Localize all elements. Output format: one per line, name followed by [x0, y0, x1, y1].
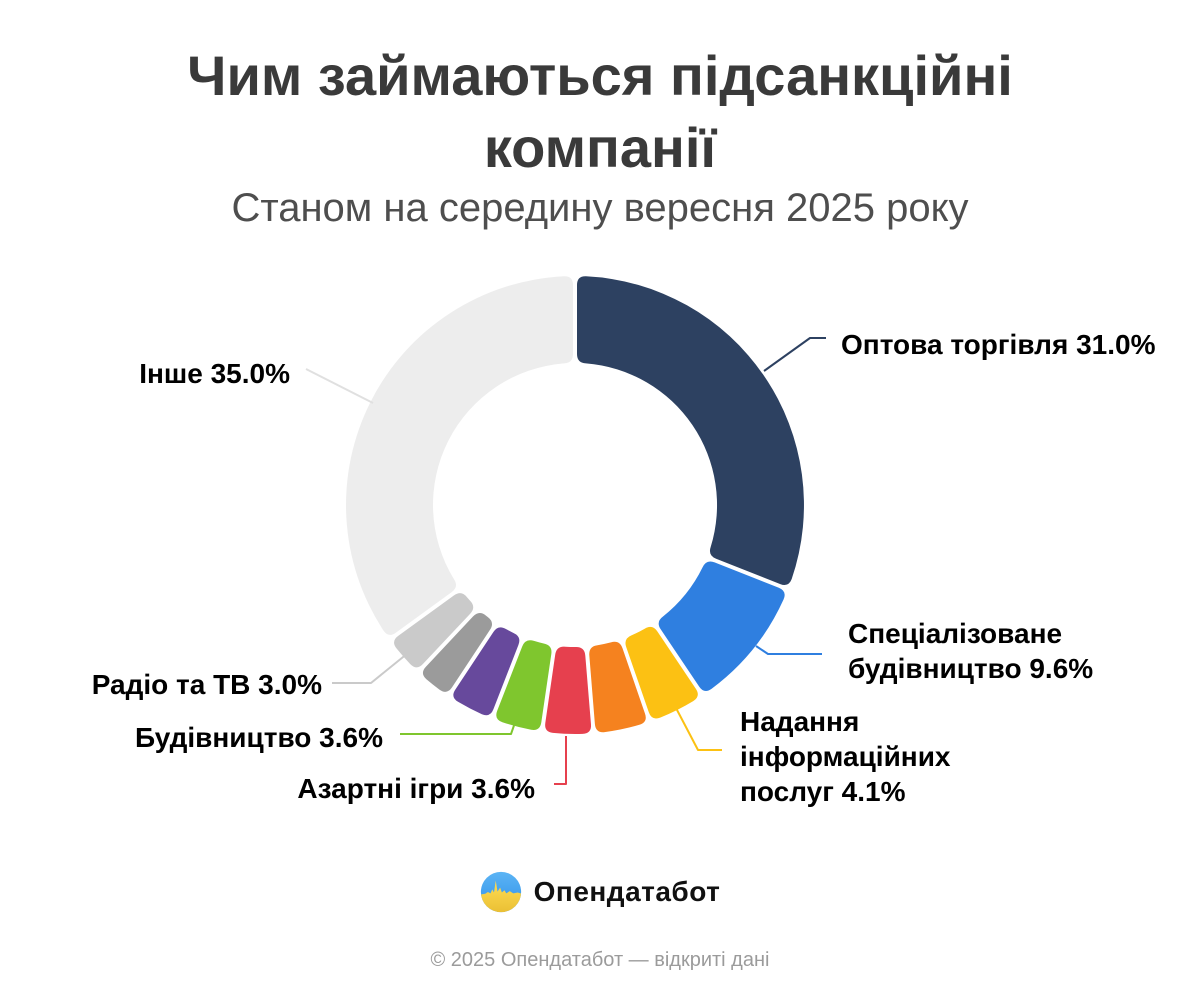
leader-line-slice-4 [554, 736, 567, 785]
opendatabot-logo-text: Опендатабот [533, 876, 721, 907]
pie-slice-7 [422, 612, 493, 692]
page-subtitle: Станом на середину вересня 2025 року [231, 186, 969, 230]
label-azartni-ihry: Азартні ігри 3.6% [297, 773, 535, 804]
opendatabot-logo: Опендатабот [0, 869, 1200, 915]
leader-line-slice-5 [400, 713, 519, 735]
leader-line-slice-1 [755, 645, 822, 655]
leader-line-slice-9 [305, 368, 374, 404]
copyright-footer: © 2025 Опендатабот — відкриті дані [430, 949, 770, 971]
label-inshe: Інше 35.0% [139, 358, 290, 389]
label-budivnytstvo: Будівництво 3.6% [135, 722, 383, 753]
pie-slice-3 [589, 641, 646, 733]
label-nadannia-informatsiinykh-posluh: Надання інформаційних послуг 4.1% [740, 706, 951, 807]
pie-slice-2-2 [625, 626, 698, 719]
pie-slice-1-1 [658, 561, 785, 692]
page-title-text: Чим займаються підсанкційні компанії [187, 44, 1013, 179]
label-spetsializovane-budivnytstvo: Спеціалізоване будівництво 9.6% [848, 618, 1094, 684]
label-radio-ta-tv: Радіо та ТВ 3.0% [91, 669, 322, 700]
pie-slice-5-5 [496, 640, 552, 731]
leader-line-slice-2 [675, 707, 722, 751]
page-title: Чим займаються підсанкційні компанії [0, 40, 1200, 184]
pie-slice-9-9 [346, 276, 573, 635]
leader-line-slice-0 [763, 337, 826, 372]
leader-line-slice-8 [332, 652, 409, 684]
pie-slice-4-4 [545, 646, 592, 735]
opendatabot-flag-waveform-icon [480, 871, 522, 913]
label-optova-torhivlia: Оптова торгівля 31.0% [841, 329, 1156, 360]
pie-slice-8-8 [394, 593, 474, 668]
pie-slice-0-0 [577, 276, 804, 586]
pie-slice-6 [453, 627, 520, 716]
